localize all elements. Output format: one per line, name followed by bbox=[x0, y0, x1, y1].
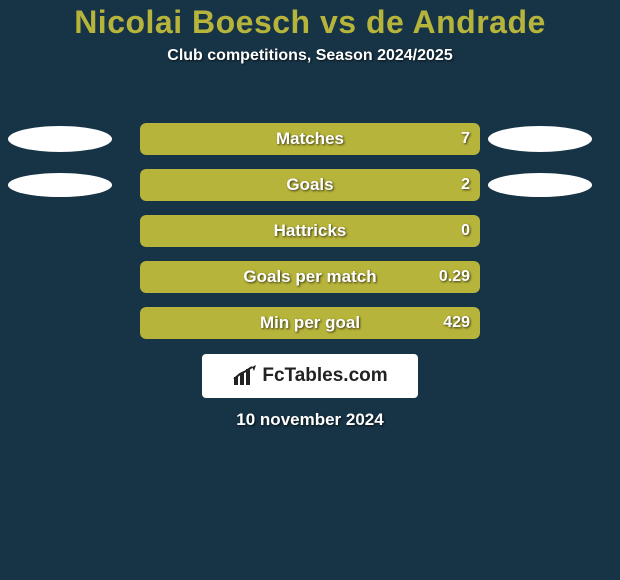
stat-label: Hattricks bbox=[274, 221, 347, 241]
stat-label: Min per goal bbox=[260, 313, 360, 333]
logo-box: FcTables.com bbox=[202, 354, 418, 398]
stat-bar: Goals 2 bbox=[140, 169, 480, 201]
stat-row: Matches 7 bbox=[0, 116, 620, 162]
stat-row: Goals 2 bbox=[0, 162, 620, 208]
stat-row: Hattricks 0 bbox=[0, 208, 620, 254]
stat-label: Matches bbox=[276, 129, 344, 149]
stat-row: Min per goal 429 bbox=[0, 300, 620, 346]
bar-chart-icon bbox=[232, 365, 258, 387]
ellipse-left bbox=[8, 126, 112, 152]
stat-value: 0 bbox=[461, 222, 470, 240]
stat-bar: Min per goal 429 bbox=[140, 307, 480, 339]
page-title: Nicolai Boesch vs de Andrade bbox=[0, 0, 620, 41]
subtitle: Club competitions, Season 2024/2025 bbox=[0, 47, 620, 65]
stat-label: Goals bbox=[286, 175, 333, 195]
ellipse-left bbox=[8, 173, 112, 197]
stat-value: 2 bbox=[461, 176, 470, 194]
stat-label: Goals per match bbox=[243, 267, 376, 287]
logo-text: FcTables.com bbox=[262, 365, 387, 387]
stat-value: 429 bbox=[443, 314, 470, 332]
stat-bar: Matches 7 bbox=[140, 123, 480, 155]
date-text: 10 november 2024 bbox=[236, 410, 383, 430]
content-area: Nicolai Boesch vs de Andrade Club compet… bbox=[0, 0, 620, 580]
ellipse-right bbox=[488, 173, 592, 197]
stat-value: 7 bbox=[461, 130, 470, 148]
stat-row: Goals per match 0.29 bbox=[0, 254, 620, 300]
ellipse-right bbox=[488, 126, 592, 152]
stat-bar: Hattricks 0 bbox=[140, 215, 480, 247]
stats-rows: Matches 7 Goals 2 Hattricks 0 Goals per match 0… bbox=[0, 116, 620, 346]
stat-bar: Goals per match 0.29 bbox=[140, 261, 480, 293]
stat-value: 0.29 bbox=[439, 268, 470, 286]
